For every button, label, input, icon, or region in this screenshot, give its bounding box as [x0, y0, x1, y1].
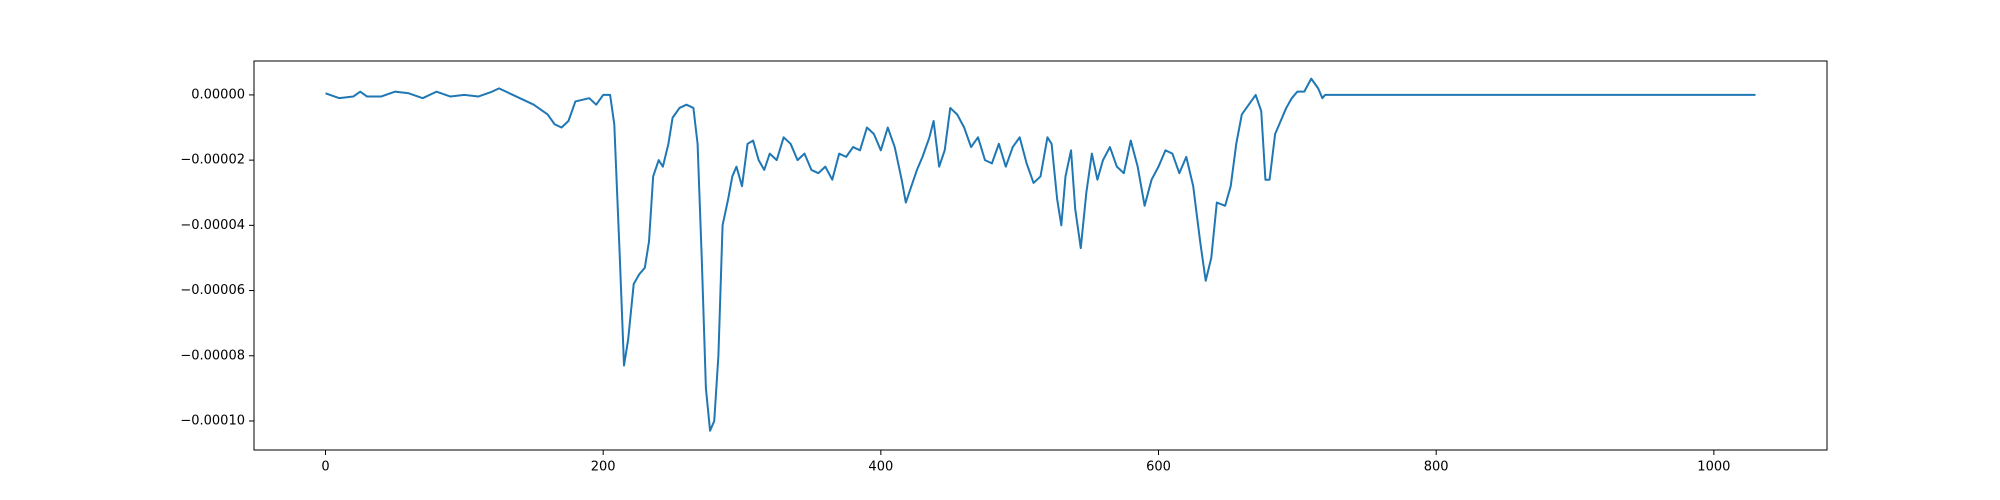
- line-series: [325, 77, 1756, 432]
- y-tick-label: −0.00004: [180, 218, 245, 233]
- y-tick-label: −0.00002: [180, 153, 245, 168]
- x-tick-label: 0: [321, 460, 329, 475]
- x-tick-label: 400: [868, 460, 893, 475]
- y-tick-label: −0.00008: [180, 348, 245, 363]
- y-tick-label: −0.00010: [180, 413, 245, 428]
- x-tick-label: 200: [591, 460, 616, 475]
- y-tick-label: 0.00000: [191, 87, 245, 102]
- plot-frame: [253, 60, 1828, 451]
- y-tick-label: −0.00006: [180, 283, 245, 298]
- x-tick-label: 1000: [1697, 460, 1730, 475]
- x-tick-label: 600: [1146, 460, 1171, 475]
- x-tick-label: 800: [1424, 460, 1449, 475]
